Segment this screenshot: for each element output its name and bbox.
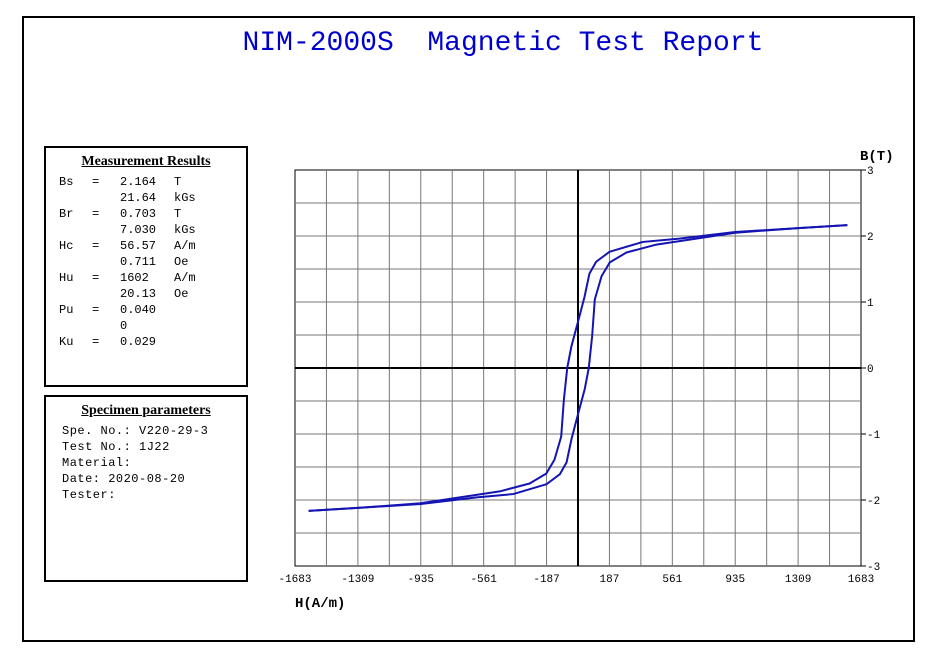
report-title: NIM-2000S Magnetic Test Report [242, 28, 764, 59]
specimen-line: Material: [62, 456, 132, 470]
measurement-unit: kGs [174, 223, 196, 237]
measurement-eq: = [92, 239, 100, 253]
x-tick-label: -561 [470, 574, 497, 586]
measurement-unit: T [174, 175, 182, 189]
measurement-value: 7.030 [120, 223, 157, 237]
measurement-row: 7.030 kGs [46, 222, 246, 238]
measurement-value: 0 [120, 319, 128, 333]
y-tick-label: 0 [867, 364, 874, 376]
specimen-line: Spe. No.: V220-29-3 [62, 424, 209, 438]
specimen-parameters-heading: Specimen parameters [81, 403, 211, 418]
measurement-value: 1602 [120, 271, 149, 285]
measurement-eq: = [92, 271, 100, 285]
measurement-eq: = [92, 207, 100, 221]
measurement-value: 0.711 [120, 255, 157, 269]
y-axis-label: B(T) [860, 149, 894, 165]
x-tick-label: -1309 [341, 574, 374, 586]
x-tick-label: -187 [533, 574, 559, 586]
x-tick-label: -1683 [278, 574, 311, 586]
measurement-name: Hc [59, 239, 74, 253]
y-tick-label: 2 [867, 232, 874, 244]
measurement-eq: = [92, 175, 100, 189]
x-axis-label: H(A/m) [295, 596, 345, 612]
measurement-row: Ku = 0.029 [46, 334, 246, 350]
measurement-row: 0 [46, 318, 246, 334]
measurement-name: Ku [59, 335, 74, 349]
measurement-unit: A/m [174, 239, 196, 253]
specimen-parameters-panel: Specimen parameters Spe. No.: V220-29-3 T… [44, 395, 248, 582]
measurement-row: 20.13 Oe [46, 286, 246, 302]
y-tick-label: 1 [867, 298, 874, 310]
x-tick-label: 561 [662, 574, 682, 586]
measurement-row: Hc = 56.57 A/m [46, 238, 246, 254]
measurement-value: 0.029 [120, 335, 157, 349]
x-tick-label: 935 [725, 574, 745, 586]
measurement-row: Hu = 1602 A/m [46, 270, 246, 286]
measurement-unit: A/m [174, 271, 196, 285]
measurement-row: Br = 0.703 T [46, 206, 246, 222]
measurement-name: Br [59, 207, 74, 221]
x-tick-label: -935 [408, 574, 434, 586]
measurement-unit: Oe [174, 255, 189, 269]
curve-descending-branch [308, 224, 848, 512]
measurement-name: Hu [59, 271, 74, 285]
measurement-unit: kGs [174, 191, 196, 205]
x-tick-label: 1683 [848, 574, 874, 586]
measurement-value: 0.040 [120, 303, 157, 317]
measurement-row: Bs = 2.164 T [46, 174, 246, 190]
x-tick-label: 1309 [785, 574, 811, 586]
specimen-line: Tester: [62, 488, 116, 502]
measurement-eq: = [92, 335, 100, 349]
measurement-value: 2.164 [120, 175, 157, 189]
measurement-value: 20.13 [120, 287, 157, 301]
measurement-name: Bs [59, 175, 74, 189]
measurement-unit: T [174, 207, 182, 221]
y-tick-label: -1 [867, 430, 881, 442]
measurement-eq: = [92, 303, 100, 317]
measurement-name: Pu [59, 303, 74, 317]
specimen-line: Test No.: 1J22 [62, 440, 170, 454]
measurement-row: 0.711 Oe [46, 254, 246, 270]
measurement-results-heading: Measurement Results [81, 154, 211, 169]
y-tick-label: 3 [867, 166, 874, 178]
x-tick-label: 187 [600, 574, 620, 586]
measurement-value: 0.703 [120, 207, 157, 221]
measurement-row: Pu = 0.040 [46, 302, 246, 318]
measurement-unit: Oe [174, 287, 189, 301]
y-tick-label: -2 [867, 496, 880, 508]
curve-ascending-branch [308, 224, 848, 512]
measurement-row: 21.64 kGs [46, 190, 246, 206]
report-frame [22, 16, 915, 642]
specimen-line: Date: 2020-08-20 [62, 472, 186, 486]
y-tick-label: -3 [867, 562, 880, 574]
measurement-value: 56.57 [120, 239, 157, 253]
measurement-value: 21.64 [120, 191, 157, 205]
measurement-results-panel: Measurement Results Bs = 2.164 T 21.64 kGs Br =… [44, 146, 248, 387]
